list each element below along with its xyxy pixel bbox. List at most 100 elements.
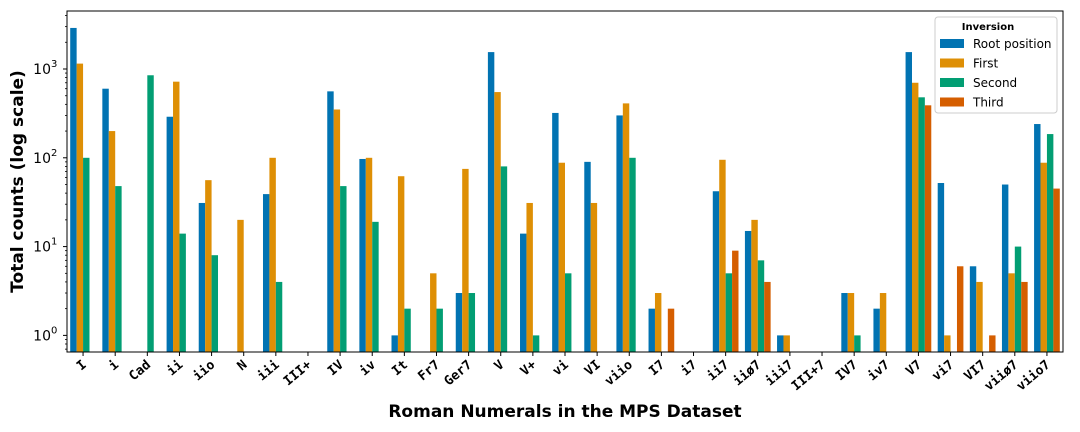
x-axis-label: Roman Numerals in the MPS Dataset [388,402,741,422]
legend-label: Third [972,96,1004,110]
bar-viio-root-position [616,115,623,353]
bar-N-first [237,219,244,352]
bar-ii7-third [732,250,739,352]
y-tick-label: 10 [33,62,51,78]
bar-I-root-position [70,27,77,352]
bar-VI7-third [989,335,996,352]
bar-VI-first [590,202,598,352]
legend-label: First [973,57,999,71]
bar-viio7-third [1053,188,1060,352]
bar-vi7-third [956,266,964,352]
x-tick-label: I7 [646,358,668,380]
bar-iv7-root-position [873,308,880,352]
y-tick-label: 10 [33,151,51,167]
bar-iii-second [275,281,283,352]
x-tick-label: viiø7 [982,358,1022,395]
bar-It-root-position [391,335,398,352]
bar-Ger7-root-position [455,293,463,352]
bar-iv-second [372,221,379,352]
y-tick-label: 10 [33,240,51,256]
x-tick-label: III+ [281,357,315,389]
bar-IV-second [340,186,347,352]
legend-box [934,16,1058,114]
bar-ii7-second [725,273,733,352]
x-tick-label: i7 [678,358,700,380]
bar-IV7-first [847,293,855,352]
bar-iv-root-position [359,158,366,352]
bar-vi-first [558,162,565,352]
bar-vi-second [565,273,572,352]
x-tick-label: iiø7 [731,358,765,390]
bar-V7-first [911,82,919,352]
legend-swatch [940,97,964,107]
legend-label: Second [973,76,1017,90]
bar-V7-root-position [905,52,912,352]
x-tick-label: VI [582,358,604,380]
x-tick-label: IV7 [833,358,861,385]
legend-title: Inversion [962,22,1014,33]
bar-iii7-first [783,335,790,352]
bar-V+-root-position [520,233,527,352]
bar-ii7-root-position [712,191,720,352]
x-tick-label: It [389,358,411,380]
bar-V+-second [532,335,540,352]
bar-viiø7-second [1014,246,1022,352]
x-tick-label: Fr7 [415,358,443,385]
x-tick-label: iii [255,357,283,384]
bar-viiø7-root-position [1001,184,1009,352]
x-tick-label: ii [164,357,186,379]
bar-iii-first [269,157,276,352]
x-tick-label: N [235,357,251,374]
bar-viio7-second [1046,134,1054,352]
bar-ii-root-position [166,116,174,353]
bar-V7-second [918,97,925,352]
bar-iio-first [205,180,212,352]
bar-ii-second [179,233,186,352]
legend-label: Root position [973,37,1052,51]
bar-VI7-root-position [969,266,977,352]
bar-viio-second [629,157,636,352]
x-tick-label: V+ [518,357,540,379]
bar-Ger7-first [462,168,469,352]
x-tick-label: V [492,357,508,374]
bar-iiø7-first [751,219,758,352]
bar-vi7-root-position [937,183,945,352]
bar-iv7-first [879,293,887,352]
y-tick-exponent: 2 [51,148,57,159]
bar-It-first [397,176,405,352]
y-axis-label: Total counts (log scale) [8,70,28,293]
bar-V-root-position [487,52,495,352]
bar-viio-first [622,103,630,352]
bar-viiø7-third [1021,281,1028,352]
legend-swatch [940,58,964,68]
bar-I7-root-position [648,308,655,352]
bar-I-second [83,157,90,352]
bar-viiø7-first [1008,273,1015,352]
x-tick-label: viio [602,357,636,389]
x-tick-label: viio7 [1014,358,1054,395]
legend-swatch [940,78,964,87]
y-tick-exponent: 1 [51,237,57,248]
x-tick-label: iv7 [865,358,893,385]
bar-viio7-first [1040,162,1047,352]
bar-ii7-first [719,159,726,352]
bar-IV7-root-position [841,293,848,352]
bar-I7-third [667,308,675,352]
x-tick-label: III+7 [789,358,829,395]
x-tick-label: Ger7 [442,358,476,390]
x-tick-label: Cad [126,358,154,385]
x-tick-label: vi7 [929,358,957,385]
bar-Fr7-second [436,308,443,352]
bar-i-root-position [102,88,109,352]
x-tick-label: V7 [903,358,925,380]
bar-VI7-first [976,281,983,352]
bar-I7-first [654,293,662,352]
bar-iii7-root-position [777,335,784,352]
bar-It-second [404,308,411,352]
bar-ii-first [173,81,180,353]
bar-I-first [76,63,84,353]
bar-vi-root-position [552,112,559,352]
bar-viio7-root-position [1034,124,1041,352]
